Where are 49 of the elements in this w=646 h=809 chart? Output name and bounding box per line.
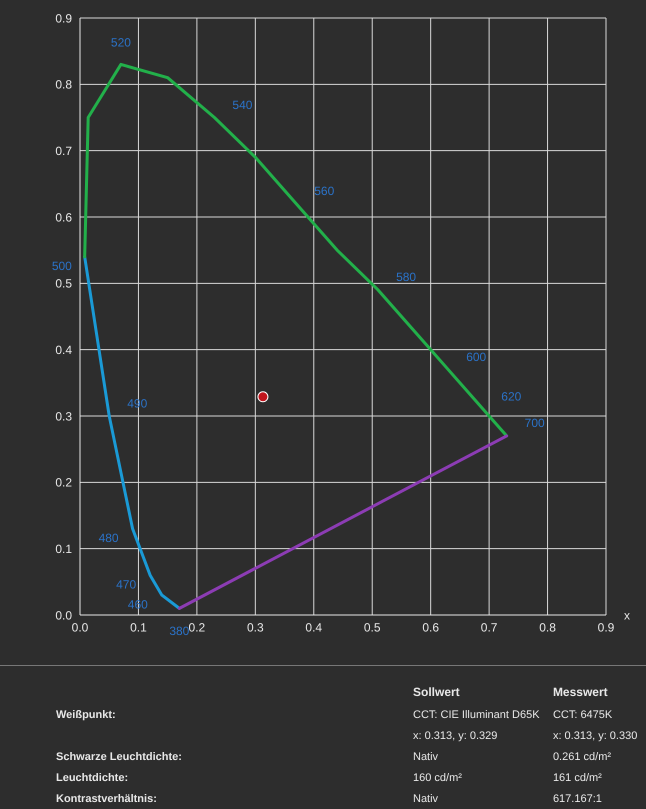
x-tick-label: 0.2 <box>188 620 206 635</box>
text: 0.261 cd/m² <box>552 750 612 764</box>
y-tick-label: 0.3 <box>55 409 72 424</box>
text: Messwert <box>552 684 609 701</box>
line-series <box>83 255 181 610</box>
annotation: 520 <box>110 35 132 50</box>
text: Schwarze Leuchtdichte: <box>55 750 183 764</box>
annotation: 560 <box>314 184 335 198</box>
x-tick-label: 0.5 <box>364 620 381 635</box>
annotation: 580 <box>396 270 416 284</box>
x-tick-label: 0.7 <box>480 620 498 635</box>
annotation: 380 <box>169 624 190 638</box>
x-tick-label: 0.0 <box>72 620 89 635</box>
x-tick-label: 0.8 <box>539 620 556 635</box>
y-tick-label: 0.7 <box>55 144 72 158</box>
text: Sollwert <box>412 684 461 701</box>
y-tick-label: 0.2 <box>55 476 72 490</box>
text: 161 cd/m² <box>552 770 603 786</box>
annotation: 470 <box>116 577 136 592</box>
text: Kontrastverhältnis: <box>55 792 158 806</box>
x-tick-label: 0.6 <box>422 620 440 635</box>
y-tick-label: 0.0 <box>55 608 72 622</box>
y-tick-label: 0.8 <box>55 78 72 92</box>
annotation: 480 <box>98 531 119 546</box>
x-tick-label: 0.9 <box>598 620 615 635</box>
annotation: 500 <box>52 259 72 274</box>
y-tick-label: 0.6 <box>55 210 72 224</box>
x-axis-title: x <box>624 608 630 622</box>
text: x: 0.313, y: 0.329 <box>412 728 498 744</box>
x-tick-label: 0.1 <box>130 620 148 635</box>
y-tick-label: 0.1 <box>55 542 72 556</box>
text: Leuchtdichte: <box>55 770 130 786</box>
y-tick-label: 0.9 <box>55 11 72 26</box>
text: Weißpunkt: <box>55 708 117 722</box>
text: x: 0.313, y: 0.330 <box>552 728 638 744</box>
text: CCT: 6475K <box>552 708 614 722</box>
annotation: 540 <box>232 98 253 112</box>
y-tick-label: 0.5 <box>55 276 72 291</box>
x-tick-label: 0.3 <box>246 620 264 635</box>
x-tick-label: 0.4 <box>305 620 322 635</box>
annotation: 600 <box>466 350 487 364</box>
annotation: 620 <box>501 390 522 404</box>
text: 617.167:1 <box>552 792 603 806</box>
y-tick-label: 0.4 <box>55 342 72 357</box>
text: 160 cd/m² <box>412 770 463 786</box>
annotation: 700 <box>524 416 545 430</box>
text: CCT: CIE Illuminant D65K <box>412 708 541 722</box>
text: Nativ <box>412 792 440 806</box>
text: Nativ <box>412 750 440 764</box>
